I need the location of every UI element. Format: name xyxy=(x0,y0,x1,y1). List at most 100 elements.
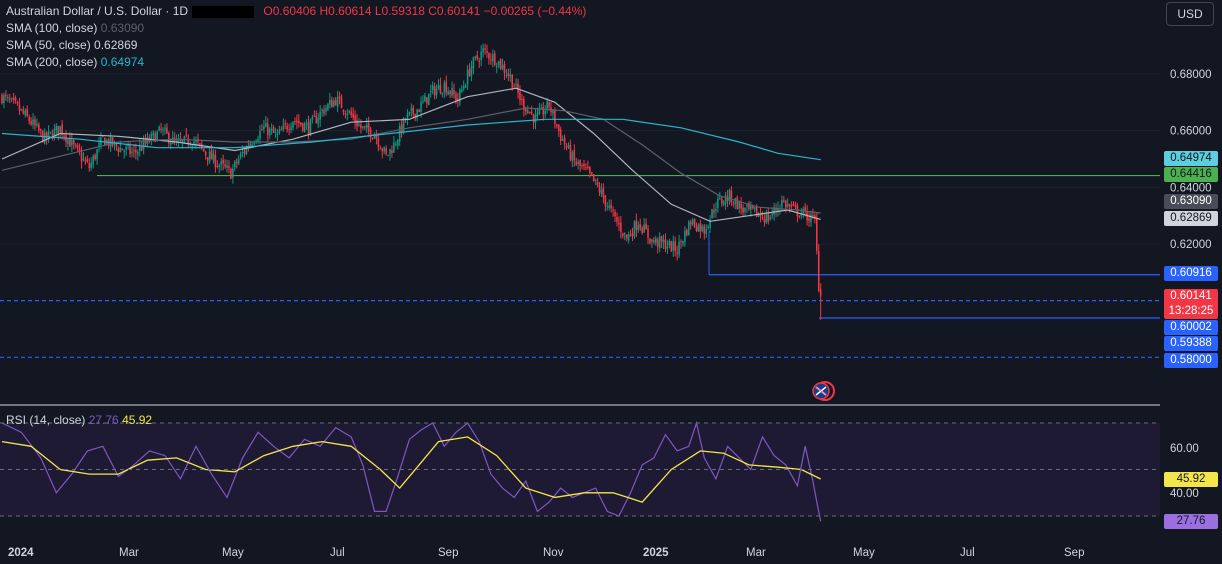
candle-body xyxy=(80,153,83,162)
candle-body xyxy=(515,83,517,86)
candle-body xyxy=(342,109,345,112)
sma100-label: SMA (100, close) xyxy=(6,21,98,35)
candle-body xyxy=(422,100,424,102)
candle-body xyxy=(208,151,211,162)
candle-body xyxy=(428,93,430,105)
symbol-title[interactable]: Australian Dollar / U.S. Dollar · 1D xyxy=(6,4,189,18)
low-price-tag: 0.59388 xyxy=(1164,336,1218,351)
last-price-tag: 0.60141 13:28:25 xyxy=(1164,289,1218,319)
candle-body xyxy=(270,129,273,131)
candle-body xyxy=(538,109,541,114)
candle-body xyxy=(92,156,94,165)
candle-body xyxy=(389,148,391,155)
candle-body xyxy=(169,142,172,145)
candle-body xyxy=(354,115,356,123)
candle-body xyxy=(348,110,351,113)
candle-body xyxy=(482,48,484,53)
candle-body xyxy=(210,150,213,160)
candle-body xyxy=(12,97,15,100)
candle-body xyxy=(86,158,89,162)
candle-body xyxy=(433,85,436,96)
candle-body xyxy=(488,53,490,59)
candle-body xyxy=(286,125,288,130)
candle-body xyxy=(420,102,422,112)
candle-body xyxy=(509,74,512,77)
bar-countdown: 13:28:25 xyxy=(1168,305,1214,317)
candle-body xyxy=(88,163,91,169)
candle-body xyxy=(406,113,409,120)
sma50-label: SMA (50, close) xyxy=(6,38,91,52)
level-high-price-tag: 0.64416 xyxy=(1164,167,1218,182)
candle-body xyxy=(325,108,327,112)
candle-body xyxy=(459,89,461,103)
candle-body xyxy=(649,238,651,244)
candle-body xyxy=(138,145,141,151)
candle-body xyxy=(32,119,34,125)
candle-body xyxy=(717,198,719,209)
candle-body xyxy=(653,240,655,243)
candle-body xyxy=(732,203,735,205)
candle-body xyxy=(530,111,533,114)
time-axis[interactable]: 2024 Mar May Jul Sep Nov 2025 Mar May Jul Sep xyxy=(8,547,1084,559)
candle-body xyxy=(579,159,581,166)
time-tick-label: Sep xyxy=(438,547,458,559)
candle-body xyxy=(71,139,73,146)
candle-body xyxy=(472,57,475,69)
candle-body xyxy=(249,143,252,148)
series-line-rsi xyxy=(1,420,822,522)
candle-body xyxy=(187,137,190,145)
candle-body xyxy=(243,151,246,153)
candle-body xyxy=(676,252,678,254)
open-value: O0.60406 xyxy=(263,4,317,18)
flag-icon[interactable] xyxy=(812,381,835,401)
rsi-legend[interactable]: RSI (14, close) 27.76 45.92 xyxy=(6,412,152,429)
level-58-price-tag: 0.58000 xyxy=(1164,353,1218,368)
candle-body xyxy=(340,97,343,109)
candle-body xyxy=(193,141,195,144)
sma50-legend[interactable]: SMA (50, close) 0.62869 xyxy=(6,37,137,54)
candle-body xyxy=(212,153,215,161)
candle-body xyxy=(684,231,686,242)
candle-body xyxy=(414,113,417,118)
price-axis[interactable]: 0.68000 0.66000 0.64000 0.62000 60.00 40.00 xyxy=(1170,69,1212,500)
candle-body xyxy=(462,86,465,89)
price-tick-label: 0.66000 xyxy=(1170,126,1212,138)
candle-body xyxy=(792,204,795,206)
candle-body xyxy=(162,129,164,131)
candle-body xyxy=(699,223,702,232)
candle-body xyxy=(158,126,160,131)
sma200-legend[interactable]: SMA (200, close) 0.64974 xyxy=(6,54,144,71)
sma100-legend[interactable]: SMA (100, close) 0.63090 xyxy=(6,20,144,37)
candle-body xyxy=(728,189,731,202)
candle-body xyxy=(569,145,572,160)
candle-body xyxy=(521,99,523,101)
candle-body xyxy=(410,108,413,111)
candle-body xyxy=(610,204,612,209)
candle-body xyxy=(784,200,787,208)
candle-body xyxy=(457,98,459,101)
candle-body xyxy=(672,241,675,251)
candle-body xyxy=(5,94,7,97)
candle-body xyxy=(360,124,362,129)
currency-button[interactable]: USD xyxy=(1166,2,1214,26)
candle-body xyxy=(381,148,384,152)
rsi-legend-value: 27.76 xyxy=(88,413,119,427)
candle-body xyxy=(478,60,481,62)
candle-body xyxy=(336,97,339,108)
candle-body xyxy=(263,126,265,129)
candle-body xyxy=(812,215,814,217)
candle-body xyxy=(744,207,746,212)
candle-body xyxy=(742,207,744,213)
candles xyxy=(1,43,822,320)
candle-body xyxy=(36,123,38,126)
candle-body xyxy=(777,207,779,211)
candle-body xyxy=(709,219,711,228)
candle-body xyxy=(616,217,618,222)
candle-body xyxy=(816,218,818,251)
candle-body xyxy=(313,115,316,117)
candle-body xyxy=(332,100,335,107)
candle-body xyxy=(171,137,174,144)
candle-body xyxy=(536,112,539,117)
candle-body xyxy=(439,84,442,94)
